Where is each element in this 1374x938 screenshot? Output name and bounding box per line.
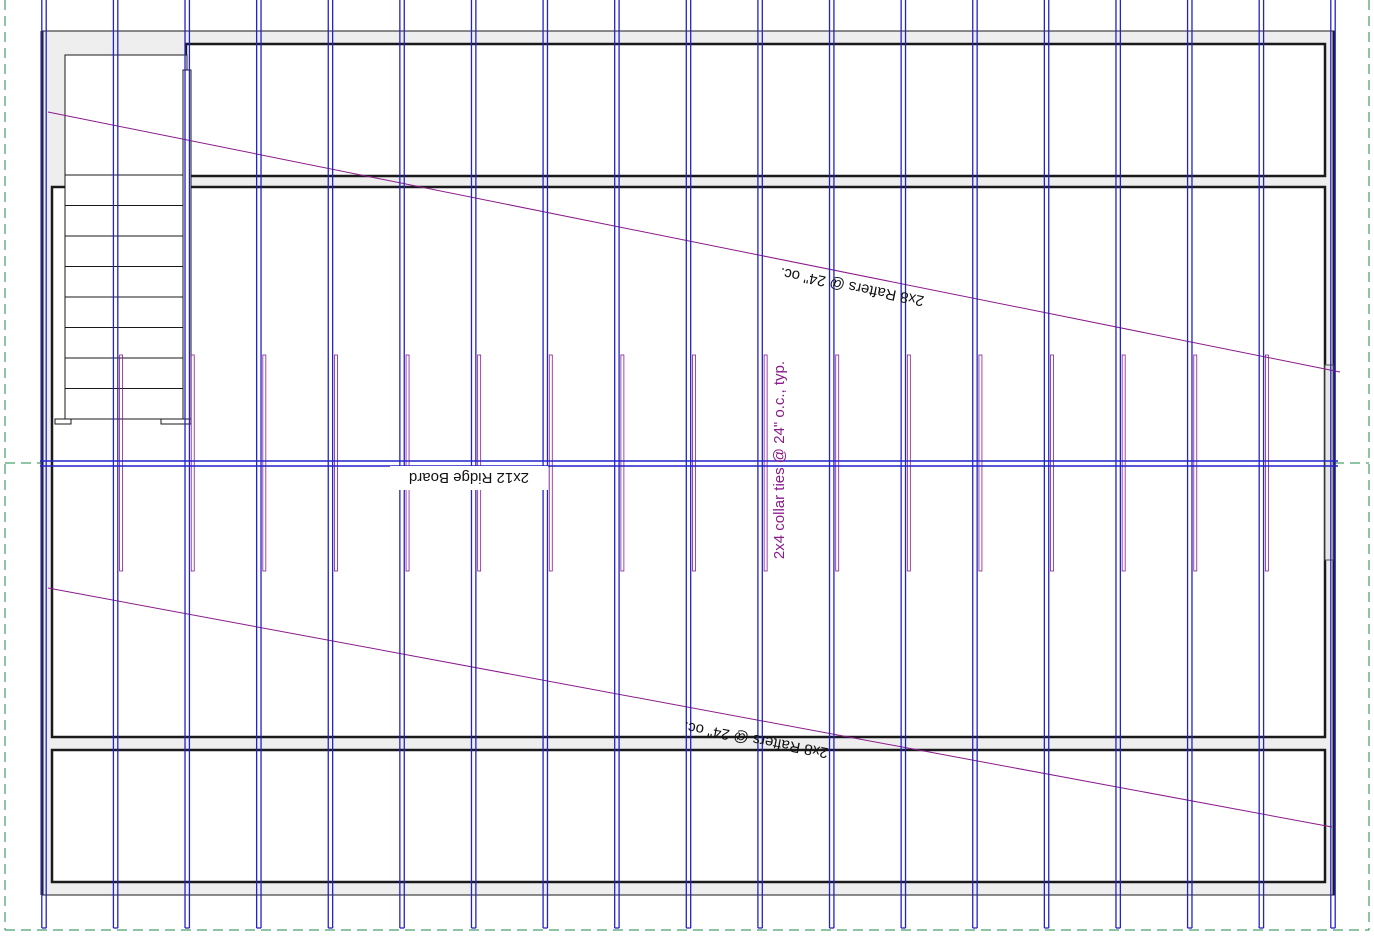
rafters xyxy=(41,0,1336,929)
collar-tie xyxy=(119,354,124,572)
rafter xyxy=(255,0,262,929)
collar-tie xyxy=(190,354,195,572)
rafter xyxy=(1330,0,1336,929)
rafter xyxy=(900,0,907,929)
collar-tie xyxy=(548,354,553,572)
rafter xyxy=(542,0,549,929)
rafter xyxy=(112,0,119,929)
rafter xyxy=(399,0,405,929)
rafter xyxy=(757,0,763,929)
collar-tie xyxy=(835,354,840,572)
rafter xyxy=(1043,0,1050,929)
rafter xyxy=(1186,0,1193,929)
rafter xyxy=(685,0,692,929)
collar-tie xyxy=(978,354,983,572)
upper-eave-room xyxy=(184,42,1327,178)
ridge-label-backdrop xyxy=(390,466,548,490)
stair-post-left xyxy=(54,418,72,425)
stair-post-right xyxy=(160,418,192,425)
collar-tie xyxy=(906,354,911,572)
rafter xyxy=(972,0,978,929)
collar-tie xyxy=(1050,354,1054,572)
stairs xyxy=(54,54,192,425)
ridge-board-label: 2x12 Ridge Board xyxy=(409,469,529,486)
collar-tie xyxy=(477,354,482,572)
rafter xyxy=(41,0,47,929)
collar-ties xyxy=(119,354,1269,572)
stair-well xyxy=(64,54,188,420)
collar-tie xyxy=(692,354,696,572)
rafter xyxy=(327,0,334,929)
building-outline xyxy=(40,30,1336,896)
collar-tie xyxy=(1264,354,1269,572)
upper-slope-line xyxy=(47,111,1341,373)
slope-lines xyxy=(47,111,1341,828)
rafter xyxy=(184,0,191,929)
collar-tie xyxy=(405,354,410,572)
collar-ties-label: 2x4 collar ties @ 24" o.c., typ. xyxy=(771,361,788,559)
rafter xyxy=(1115,0,1122,929)
collar-tie xyxy=(1121,354,1126,572)
lower-eave-room xyxy=(50,748,1327,884)
rafter xyxy=(470,0,477,929)
collar-tie xyxy=(620,354,625,572)
collar-tie xyxy=(1193,354,1198,572)
rafter xyxy=(614,0,620,929)
collar-tie xyxy=(763,354,768,572)
grid-lines xyxy=(4,0,1370,931)
end-vent xyxy=(1324,364,1334,561)
collar-tie xyxy=(334,354,338,572)
rafter xyxy=(1258,0,1265,929)
main-room xyxy=(50,185,1327,739)
rafter xyxy=(828,0,835,929)
collar-tie xyxy=(262,354,267,572)
lower-slope-line xyxy=(47,587,1333,828)
ridge-board xyxy=(40,460,1338,467)
